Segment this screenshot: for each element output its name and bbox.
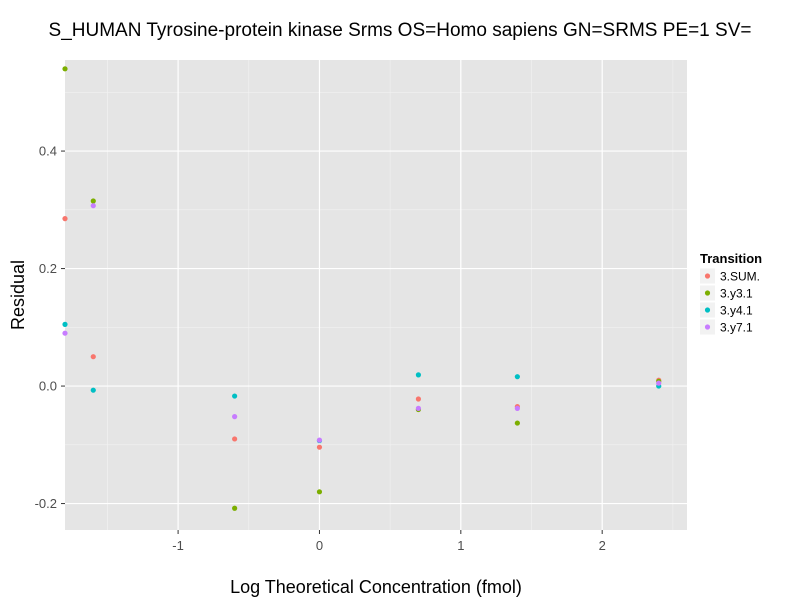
chart-title: S_HUMAN Tyrosine-protein kinase Srms OS=…	[49, 20, 752, 41]
data-point	[415, 396, 422, 402]
grid-minor	[65, 60, 687, 530]
x-tick-label: 1	[457, 538, 464, 553]
grid-major	[65, 60, 687, 530]
data-point	[415, 372, 422, 378]
x-tick-label: 0	[316, 538, 323, 553]
x-tick-label: -1	[172, 538, 184, 553]
data-point	[90, 198, 96, 204]
data-point	[316, 489, 323, 495]
data-point	[232, 393, 238, 399]
y-tick-label: 0.0	[39, 379, 57, 394]
data-point	[90, 387, 96, 393]
data-point	[232, 436, 238, 442]
plot-panel	[65, 60, 687, 530]
data-point	[514, 420, 520, 426]
legend-label: 3.SUM.	[720, 270, 760, 284]
legend-title: Transition	[700, 251, 762, 266]
y-tick-label: 0.4	[39, 144, 57, 159]
data-point	[514, 374, 520, 380]
data-point	[62, 321, 68, 327]
x-axis-title: Log Theoretical Concentration (fmol)	[230, 577, 522, 597]
data-point	[90, 203, 96, 209]
data-point	[656, 380, 662, 386]
x-axis-ticks: -1 0 1 2	[172, 530, 606, 553]
data-point	[62, 330, 68, 336]
y-axis-title: Residual	[8, 260, 28, 330]
legend: Transition 3.SUM. 3.y3.1 3.y4.1 3.y7.1	[700, 251, 762, 335]
legend-items: 3.SUM. 3.y3.1 3.y4.1 3.y7.1	[700, 268, 760, 335]
y-axis-ticks: -0.2 0.0 0.2 0.4	[35, 144, 65, 511]
legend-marker	[704, 307, 711, 313]
legend-label: 3.y7.1	[720, 321, 753, 335]
legend-marker	[704, 290, 711, 296]
data-point	[62, 66, 68, 72]
data-point	[415, 405, 422, 411]
data-point	[232, 505, 238, 511]
legend-label: 3.y3.1	[720, 287, 753, 301]
data-point	[232, 414, 238, 420]
data-point	[316, 444, 323, 450]
data-point	[62, 216, 68, 222]
legend-marker	[704, 324, 711, 330]
y-tick-label: -0.2	[35, 496, 57, 511]
x-tick-label: 2	[599, 538, 606, 553]
y-tick-label: 0.2	[39, 261, 57, 276]
data-points	[62, 66, 662, 511]
data-point	[316, 437, 323, 443]
legend-label: 3.y4.1	[720, 304, 753, 318]
legend-marker	[704, 273, 711, 279]
data-point	[514, 405, 520, 411]
data-point	[90, 354, 96, 360]
